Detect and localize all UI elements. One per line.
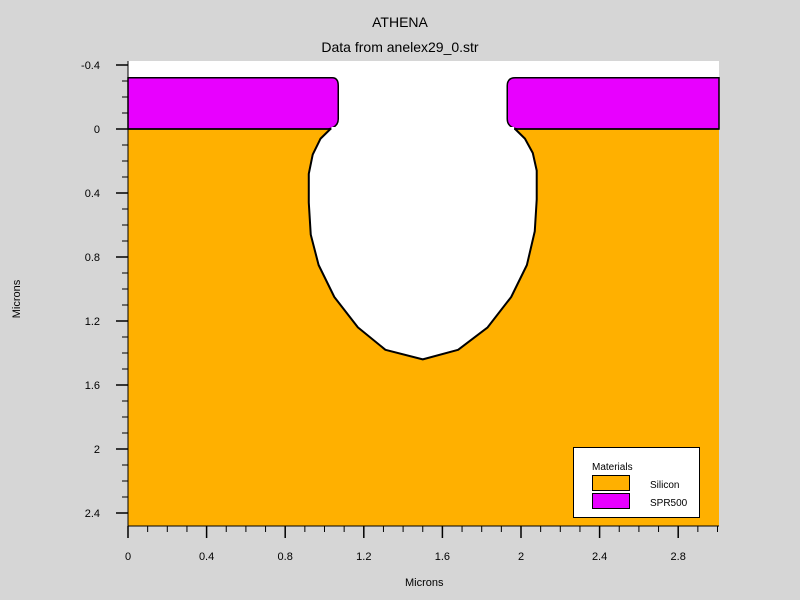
y-tick-label: 0	[94, 124, 100, 136]
y-axis-label: Microns	[11, 279, 23, 319]
y-tick-label: 2.4	[85, 508, 100, 520]
legend-title: Materials	[592, 462, 633, 473]
x-tick-label: 2.4	[592, 551, 607, 563]
x-tick-label: 1.2	[356, 551, 371, 563]
y-tick-label: 2	[94, 444, 100, 456]
x-tick-label: 1.6	[435, 551, 450, 563]
chart-subtitle: Data from anelex29_0.str	[321, 39, 479, 55]
spr500-right-region	[506, 77, 720, 130]
x-tick-label: 0.8	[278, 551, 293, 563]
legend-label-spr500: SPR500	[650, 498, 688, 509]
chart-title: ATHENA	[372, 14, 428, 30]
legend-label-silicon: Silicon	[650, 480, 680, 491]
legend: Materials Silicon SPR500	[573, 447, 700, 518]
cavity-opening	[331, 127, 515, 131]
x-axis-label: Microns	[405, 577, 444, 589]
y-tick-label: 1.6	[85, 380, 100, 392]
cavity-outline	[307, 128, 538, 361]
y-tick-label: 1.2	[85, 316, 100, 328]
legend-swatch-spr500	[592, 493, 630, 509]
legend-swatch-silicon	[592, 475, 630, 491]
spr500-left-region	[127, 77, 340, 130]
y-tick-label: 0.8	[85, 252, 100, 264]
x-tick-label: 2.8	[671, 551, 686, 563]
x-tick-label: 0	[125, 551, 131, 563]
x-tick-label: 2	[518, 551, 524, 563]
x-tick-label: 0.4	[199, 551, 214, 563]
y-tick-label: 0.4	[85, 188, 100, 200]
y-tick-label: -0.4	[81, 60, 100, 72]
